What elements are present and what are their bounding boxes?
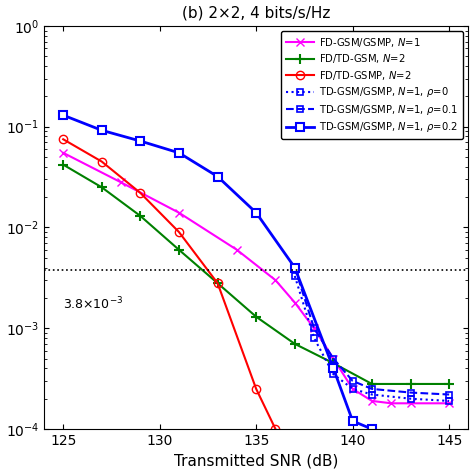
TD-GSM/GSMP, $N$=1, $\rho$=0.1	[369, 386, 375, 392]
FD/TD-GSM, $N$=2	[137, 213, 143, 219]
FD/TD-GSMP, $N$=2	[215, 280, 220, 286]
TD-GSM/GSMP, $N$=1, $\rho$=0.1	[292, 264, 298, 270]
Line: TD-GSM/GSMP, $N$=1, $\rho$=0.1: TD-GSM/GSMP, $N$=1, $\rho$=0.1	[292, 264, 453, 398]
TD-GSM/GSMP, $N$=1, $\rho$=0.2	[215, 173, 220, 179]
FD-GSM/GSMP, $N$=1	[388, 401, 394, 406]
TD-GSM/GSMP, $N$=1, $\rho$=0	[330, 371, 336, 377]
FD/TD-GSM, $N$=2	[330, 360, 336, 366]
TD-GSM/GSMP, $N$=1, $\rho$=0	[311, 335, 317, 341]
FD/TD-GSMP, $N$=2	[99, 159, 105, 164]
FD-GSM/GSMP, $N$=1	[369, 398, 375, 404]
TD-GSM/GSMP, $N$=1, $\rho$=0.1	[311, 325, 317, 331]
TD-GSM/GSMP, $N$=1, $\rho$=0.1	[447, 392, 452, 397]
FD-GSM/GSMP, $N$=1	[118, 180, 124, 185]
FD/TD-GSM, $N$=2	[369, 381, 375, 387]
TD-GSM/GSMP, $N$=1, $\rho$=0.2	[99, 128, 105, 133]
TD-GSM/GSMP, $N$=1, $\rho$=0.1	[408, 390, 413, 395]
FD/TD-GSM, $N$=2	[292, 341, 298, 346]
TD-GSM/GSMP, $N$=1, $\rho$=0.2	[350, 418, 356, 424]
FD/TD-GSMP, $N$=2	[273, 426, 278, 432]
FD/TD-GSM, $N$=2	[447, 381, 452, 387]
FD-GSM/GSMP, $N$=1	[176, 210, 182, 216]
Title: (b) 2×2, 4 bits/s/Hz: (b) 2×2, 4 bits/s/Hz	[182, 6, 330, 20]
FD-GSM/GSMP, $N$=1	[311, 325, 317, 331]
FD/TD-GSM, $N$=2	[60, 162, 66, 167]
Line: FD-GSM/GSMP, $N$=1: FD-GSM/GSMP, $N$=1	[59, 149, 453, 408]
Line: TD-GSM/GSMP, $N$=1, $\rho$=0.2: TD-GSM/GSMP, $N$=1, $\rho$=0.2	[59, 111, 376, 433]
TD-GSM/GSMP, $N$=1, $\rho$=0.2	[176, 150, 182, 155]
FD/TD-GSMP, $N$=2	[253, 386, 259, 392]
FD/TD-GSM, $N$=2	[99, 184, 105, 190]
Line: FD/TD-GSM, $N$=2: FD/TD-GSM, $N$=2	[58, 160, 454, 389]
TD-GSM/GSMP, $N$=1, $\rho$=0.1	[330, 356, 336, 362]
FD/TD-GSMP, $N$=2	[137, 190, 143, 196]
FD-GSM/GSMP, $N$=1	[447, 401, 452, 406]
TD-GSM/GSMP, $N$=1, $\rho$=0.2	[369, 426, 375, 432]
FD/TD-GSM, $N$=2	[215, 280, 220, 286]
FD-GSM/GSMP, $N$=1	[330, 356, 336, 362]
TD-GSM/GSMP, $N$=1, $\rho$=0.1	[350, 378, 356, 384]
FD/TD-GSMP, $N$=2	[176, 229, 182, 235]
FD-GSM/GSMP, $N$=1	[273, 277, 278, 283]
Line: TD-GSM/GSMP, $N$=1, $\rho$=0: TD-GSM/GSMP, $N$=1, $\rho$=0	[292, 273, 453, 404]
FD/TD-GSM, $N$=2	[253, 314, 259, 319]
TD-GSM/GSMP, $N$=1, $\rho$=0	[369, 392, 375, 397]
FD-GSM/GSMP, $N$=1	[350, 386, 356, 392]
TD-GSM/GSMP, $N$=1, $\rho$=0.2	[137, 138, 143, 144]
TD-GSM/GSMP, $N$=1, $\rho$=0	[447, 398, 452, 404]
TD-GSM/GSMP, $N$=1, $\rho$=0	[408, 396, 413, 401]
FD-GSM/GSMP, $N$=1	[292, 300, 298, 305]
TD-GSM/GSMP, $N$=1, $\rho$=0	[350, 386, 356, 392]
FD/TD-GSM, $N$=2	[408, 381, 413, 387]
TD-GSM/GSMP, $N$=1, $\rho$=0.2	[330, 365, 336, 371]
Line: FD/TD-GSMP, $N$=2: FD/TD-GSMP, $N$=2	[59, 135, 280, 433]
TD-GSM/GSMP, $N$=1, $\rho$=0.2	[60, 112, 66, 118]
FD-GSM/GSMP, $N$=1	[408, 401, 413, 406]
TD-GSM/GSMP, $N$=1, $\rho$=0.2	[253, 210, 259, 216]
X-axis label: Transmitted SNR (dB): Transmitted SNR (dB)	[174, 454, 338, 468]
FD-GSM/GSMP, $N$=1	[234, 247, 240, 253]
FD/TD-GSM, $N$=2	[176, 247, 182, 253]
FD/TD-GSMP, $N$=2	[60, 137, 66, 142]
Legend: FD-GSM/GSMP, $N$=1, FD/TD-GSM, $N$=2, FD/TD-GSMP, $N$=2, TD-GSM/GSMP, $N$=1, $\r: FD-GSM/GSMP, $N$=1, FD/TD-GSM, $N$=2, FD…	[282, 31, 464, 139]
TD-GSM/GSMP, $N$=1, $\rho$=0.2	[292, 264, 298, 270]
TD-GSM/GSMP, $N$=1, $\rho$=0	[292, 273, 298, 279]
Text: 3.8×10$^{-3}$: 3.8×10$^{-3}$	[63, 296, 123, 312]
FD-GSM/GSMP, $N$=1	[60, 150, 66, 155]
